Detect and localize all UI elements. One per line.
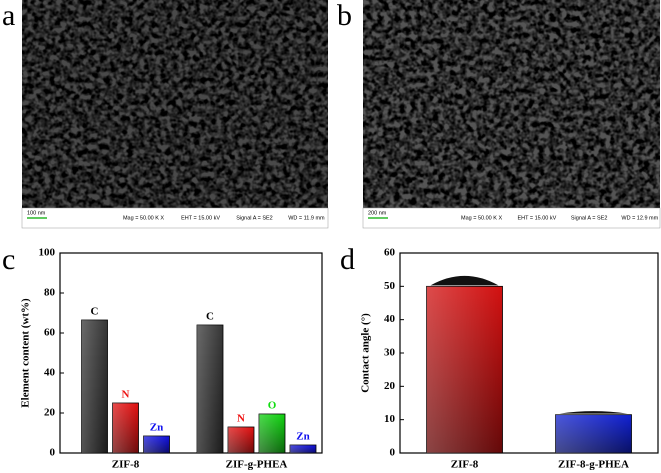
x-tick-label: ZIF-8 — [451, 459, 479, 471]
bar-shading — [143, 436, 170, 453]
y-tick-label: 30 — [384, 347, 396, 359]
image-info: Mag = 50.00 K X — [461, 215, 502, 221]
scale-label: 100 nm — [27, 210, 46, 216]
y-tick-label: 20 — [384, 380, 396, 392]
droplet — [559, 411, 628, 414]
bar-shading — [259, 414, 285, 453]
y-tick-label: 40 — [384, 313, 396, 325]
bar-label: C — [91, 306, 99, 318]
y-tick-label: 80 — [44, 287, 56, 299]
panel-letter: b — [337, 0, 352, 32]
y-tick-label: 60 — [384, 247, 396, 259]
droplet — [430, 275, 499, 286]
image-info: Signal A = SE2 — [571, 215, 608, 221]
y-tick-label: 60 — [44, 327, 56, 339]
y-tick-label: 100 — [39, 247, 56, 259]
scale-label: 200 nm — [368, 210, 387, 216]
sem-image — [21, 0, 329, 229]
bar-shading — [228, 427, 254, 453]
bar-shading — [290, 445, 316, 453]
bar-label: Zn — [150, 422, 163, 434]
bar-shading — [426, 286, 503, 453]
y-tick-label: 40 — [44, 367, 56, 379]
bar-shading — [81, 320, 108, 453]
image-info: EHT = 15.00 kV — [181, 215, 220, 221]
y-tick-label: 10 — [384, 413, 396, 425]
bar-label: O — [268, 400, 277, 412]
image-info: Signal A = SE2 — [236, 215, 273, 221]
panel-letter: c — [2, 243, 15, 276]
panel-letter: d — [340, 243, 355, 276]
bar-shading — [197, 325, 223, 453]
bar-shading — [555, 414, 632, 453]
bar-label: C — [206, 311, 214, 323]
image-info: Mag = 50.00 K X — [123, 215, 164, 221]
bar-label: Zn — [296, 431, 309, 443]
y-tick-label: 0 — [50, 447, 56, 459]
x-tick-label: ZIF-8-g-PHEA — [558, 459, 629, 471]
y-axis-label: Element content (wt%) — [20, 298, 32, 408]
panel-letter: a — [2, 0, 15, 32]
image-info: WD = 11.9 mm — [288, 215, 325, 221]
image-info: EHT = 15.00 kV — [517, 215, 556, 221]
image-info: WD = 12.9 mm — [621, 215, 658, 221]
bar-label: N — [237, 413, 245, 425]
y-tick-label: 0 — [390, 447, 396, 459]
y-tick-label: 20 — [44, 407, 56, 419]
y-axis-label: Contact angle (°) — [360, 313, 372, 393]
sem-image — [362, 0, 661, 229]
bar-label: N — [122, 389, 130, 401]
y-tick-label: 50 — [384, 280, 396, 292]
plot-frame — [59, 252, 323, 454]
x-tick-label: ZIF-g-PHEA — [226, 459, 288, 471]
bar-shading — [112, 403, 139, 453]
x-tick-label: ZIF-8 — [112, 459, 140, 471]
